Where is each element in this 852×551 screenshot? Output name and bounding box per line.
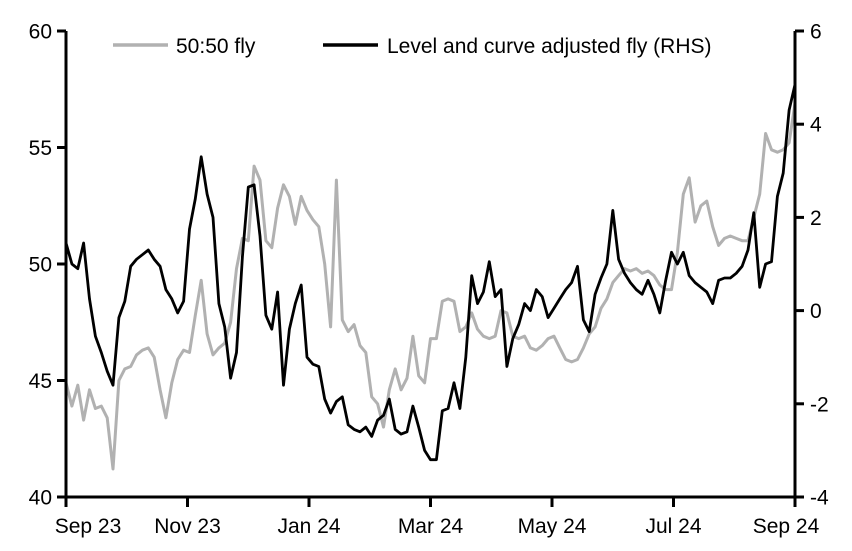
series-lines (64, 83, 797, 471)
chart-legend: 50:50 fly Level and curve adjusted fly (… (113, 35, 712, 58)
right-tick-label: -4 (810, 487, 829, 510)
x-tick-label: Nov 23 (154, 515, 221, 538)
x-tick-label: Mar 24 (398, 515, 464, 538)
x-tick-label: May 24 (518, 515, 587, 538)
x-tick-label: Sep 23 (55, 515, 122, 538)
axis-tick-labels: 60 55 50 45 40 6 4 2 0 -2 -4 Sep 23 Nov 23 Jan 24 Mar … (29, 21, 829, 539)
left-tick-label: 60 (29, 21, 52, 44)
right-tick-label: -2 (810, 393, 829, 416)
series-line-0 (64, 101, 797, 471)
right-tick-label: 6 (810, 21, 822, 44)
right-tick-label: 2 (810, 207, 822, 230)
x-tick-label: Sep 24 (753, 515, 820, 538)
left-tick-label: 50 (29, 254, 52, 277)
right-tick-label: 0 (810, 300, 822, 323)
x-tick-label: Jul 24 (645, 515, 701, 538)
axis-ticks (57, 29, 804, 507)
left-tick-label: 45 (29, 370, 52, 393)
legend-label-5050-fly: 50:50 fly (176, 35, 256, 58)
right-tick-label: 4 (810, 114, 822, 137)
series-line-1 (64, 83, 797, 462)
left-tick-label: 40 (29, 487, 52, 510)
left-tick-label: 55 (29, 137, 52, 160)
legend-label-level-curve-fly: Level and curve adjusted fly (RHS) (387, 35, 712, 58)
x-tick-label: Jan 24 (277, 515, 340, 538)
